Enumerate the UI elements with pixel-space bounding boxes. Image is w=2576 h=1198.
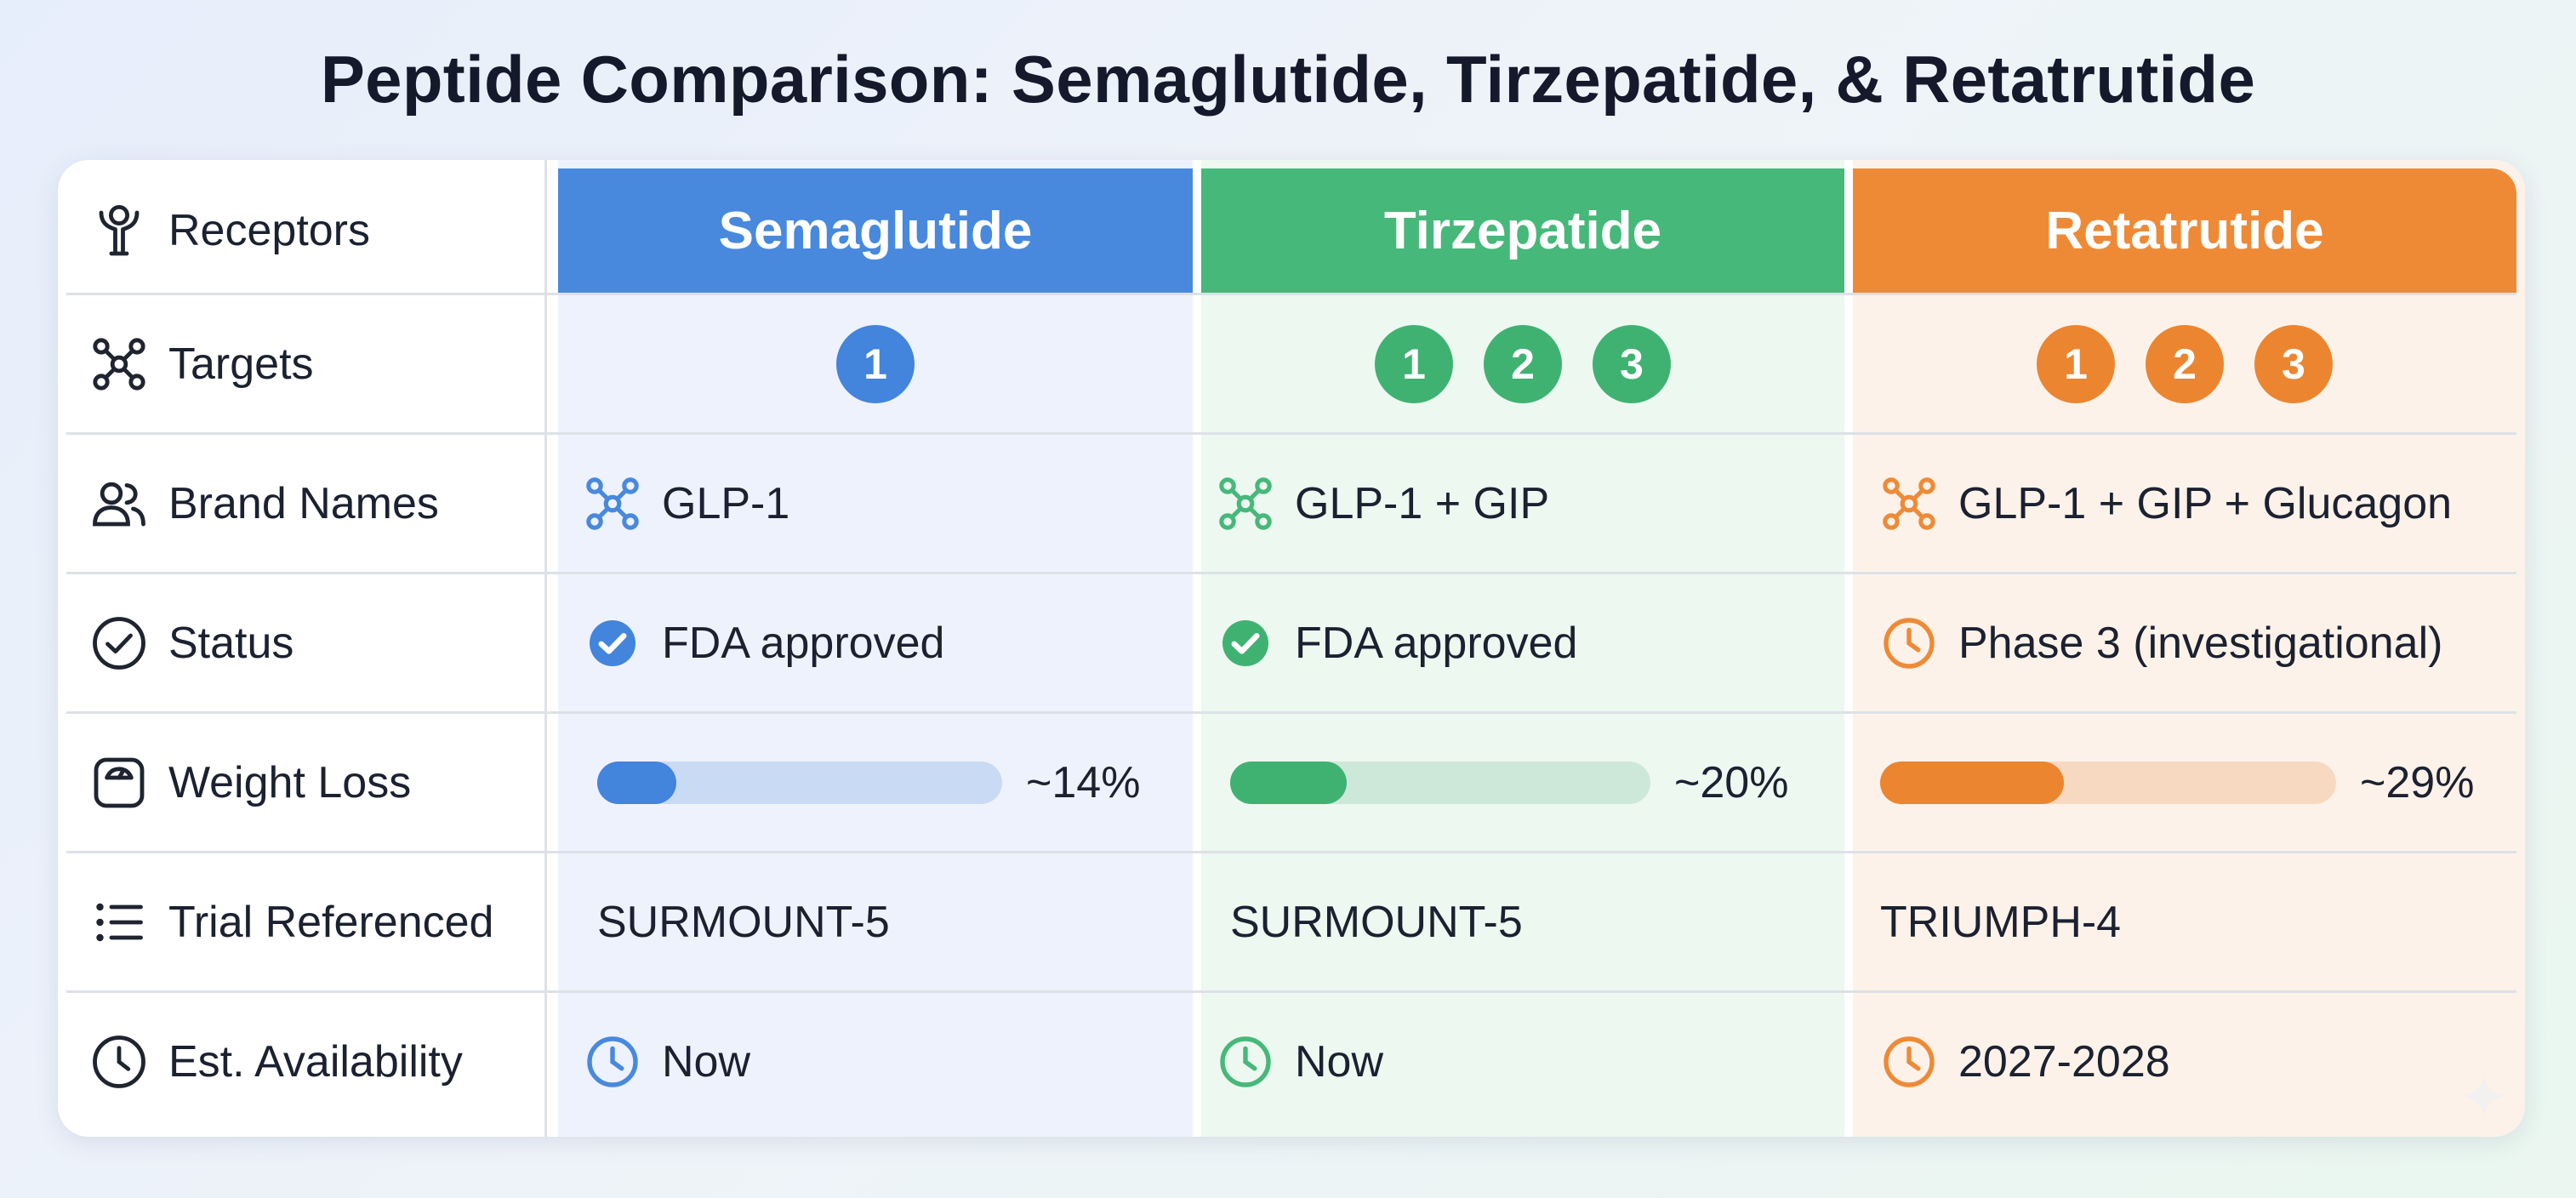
- target-badge: 2: [2146, 324, 2224, 403]
- row-label-text: Receptors: [168, 206, 370, 255]
- retatrutide-targets: 1 2 3: [1853, 295, 2516, 432]
- row-label: Trial Referenced: [58, 853, 544, 990]
- semaglutide-targets: 1: [558, 295, 1193, 432]
- sparkle-icon: [2463, 1075, 2505, 1117]
- tirzepatide-column: [1201, 160, 1844, 1137]
- molecule-icon: [1883, 476, 1935, 530]
- clock-icon: [1220, 1035, 1271, 1087]
- retatrutide-status: Phase 3 (investigational): [1878, 574, 2525, 711]
- row-label: Receptors: [58, 168, 544, 293]
- target-badge: 1: [836, 324, 915, 403]
- check-circle-icon: [93, 616, 145, 670]
- clock-icon: [93, 1035, 145, 1088]
- brand-names-row: Brand Names GLP-1: [58, 435, 2525, 572]
- row-label: Targets: [58, 295, 544, 432]
- row-divider: [66, 432, 2516, 435]
- weight-loss-value: ~14%: [1026, 757, 1141, 807]
- tirzepatide-brand: GLP-1 + GIP: [1215, 435, 1836, 572]
- molecule-icon: [1219, 476, 1272, 530]
- brand-text: GLP-1 + GIP + Glucagon: [1958, 478, 2453, 528]
- target-badge: 1: [1375, 324, 1453, 403]
- availability-text: 2027-2028: [1958, 1036, 2170, 1087]
- retatrutide-availability: 2027-2028: [1878, 993, 2525, 1130]
- weight-loss-value: ~20%: [1674, 757, 1789, 807]
- semaglutide-header: Semaglutide: [558, 168, 1193, 293]
- availability-text: Now: [662, 1036, 751, 1087]
- tirzepatide-availability: Now: [1215, 993, 1836, 1130]
- tirzepatide-trial: SURMOUNT-5: [1230, 897, 1523, 947]
- check-circle-icon: [1222, 619, 1268, 666]
- row-label: Est. Availability: [58, 993, 544, 1130]
- target-badge: 2: [1484, 324, 1562, 403]
- scale-icon: [94, 757, 145, 807]
- tirzepatide-targets: 1 2 3: [1201, 295, 1844, 432]
- status-text: FDA approved: [1295, 618, 1578, 668]
- comparison-table: Semaglutide Tirzepatide Retatrutide Rece…: [58, 160, 2525, 1137]
- receptor-icon: [99, 204, 140, 256]
- row-label: Weight Loss: [58, 714, 544, 851]
- weight-loss-bar: [1880, 761, 2336, 804]
- availability-text: Now: [1295, 1036, 1384, 1087]
- target-badge: 3: [2254, 324, 2333, 403]
- row-label-text: Weight Loss: [168, 757, 412, 807]
- targets-row: Targets 1 1 2 3 1 2 3: [58, 295, 2525, 432]
- weight-loss-value: ~29%: [2360, 757, 2475, 807]
- list-icon: [96, 903, 143, 941]
- weight-loss-bar-fill: [597, 761, 676, 804]
- weight-loss-bar: [1230, 761, 1650, 804]
- weight-loss-bar-fill: [1230, 761, 1347, 804]
- row-divider: [66, 293, 2516, 295]
- row-label-text: Est. Availability: [168, 1036, 463, 1087]
- status-text: Phase 3 (investigational): [1958, 618, 2443, 668]
- row-label-text: Status: [168, 618, 294, 668]
- people-icon: [93, 482, 145, 526]
- label-column-divider: [544, 160, 547, 1137]
- molecule-icon: [586, 476, 639, 530]
- status-text: FDA approved: [662, 618, 945, 668]
- page-title: Peptide Comparison: Semaglutide, Tirzepa…: [320, 42, 2256, 117]
- retatrutide-column: [1853, 160, 2525, 1137]
- row-label: Status: [58, 574, 544, 711]
- semaglutide-status: FDA approved: [582, 574, 1186, 711]
- semaglutide-column: [558, 160, 1193, 1137]
- weight-loss-bar-fill: [1880, 761, 2064, 804]
- brand-text: GLP-1: [662, 478, 790, 528]
- clock-icon: [1884, 617, 1935, 669]
- row-divider: [66, 851, 2516, 853]
- semaglutide-trial: SURMOUNT-5: [597, 897, 890, 947]
- availability-row: Est. Availability Now Now: [58, 993, 2525, 1130]
- clock-icon: [587, 1035, 638, 1087]
- receptors-row: Receptors: [58, 168, 2525, 293]
- target-badge: 1: [2037, 324, 2115, 403]
- trial-referenced-row: Trial Referenced SURMOUNT-5 SURMOUNT-5 T…: [58, 853, 2525, 990]
- row-divider: [66, 572, 2516, 574]
- row-label-text: Brand Names: [168, 478, 439, 528]
- retatrutide-header: Retatrutide: [1853, 168, 2516, 293]
- target-badge: 3: [1593, 324, 1671, 403]
- row-label-text: Trial Referenced: [168, 897, 494, 947]
- row-label-text: Targets: [168, 339, 314, 389]
- molecule-icon: [93, 337, 145, 391]
- retatrutide-brand: GLP-1 + GIP + Glucagon: [1878, 435, 2525, 572]
- row-divider: [66, 990, 2516, 993]
- brand-text: GLP-1 + GIP: [1295, 478, 1550, 528]
- tirzepatide-status: FDA approved: [1215, 574, 1836, 711]
- check-circle-icon: [590, 619, 635, 666]
- semaglutide-brand: GLP-1: [582, 435, 1186, 572]
- semaglutide-availability: Now: [582, 993, 1186, 1130]
- clock-icon: [1884, 1035, 1935, 1087]
- status-row: Status FDA approved FDA approved P: [58, 574, 2525, 711]
- weight-loss-row: Weight Loss ~14% ~20% ~29%: [58, 714, 2525, 851]
- semaglutide-weight-loss: ~14%: [597, 714, 1193, 851]
- retatrutide-weight-loss: ~29%: [1880, 714, 2518, 851]
- weight-loss-bar: [597, 761, 1002, 804]
- tirzepatide-header: Tirzepatide: [1201, 168, 1844, 293]
- retatrutide-trial: TRIUMPH-4: [1880, 897, 2122, 947]
- tirzepatide-weight-loss: ~20%: [1230, 714, 1836, 851]
- row-label: Brand Names: [58, 435, 544, 572]
- row-divider: [66, 711, 2516, 714]
